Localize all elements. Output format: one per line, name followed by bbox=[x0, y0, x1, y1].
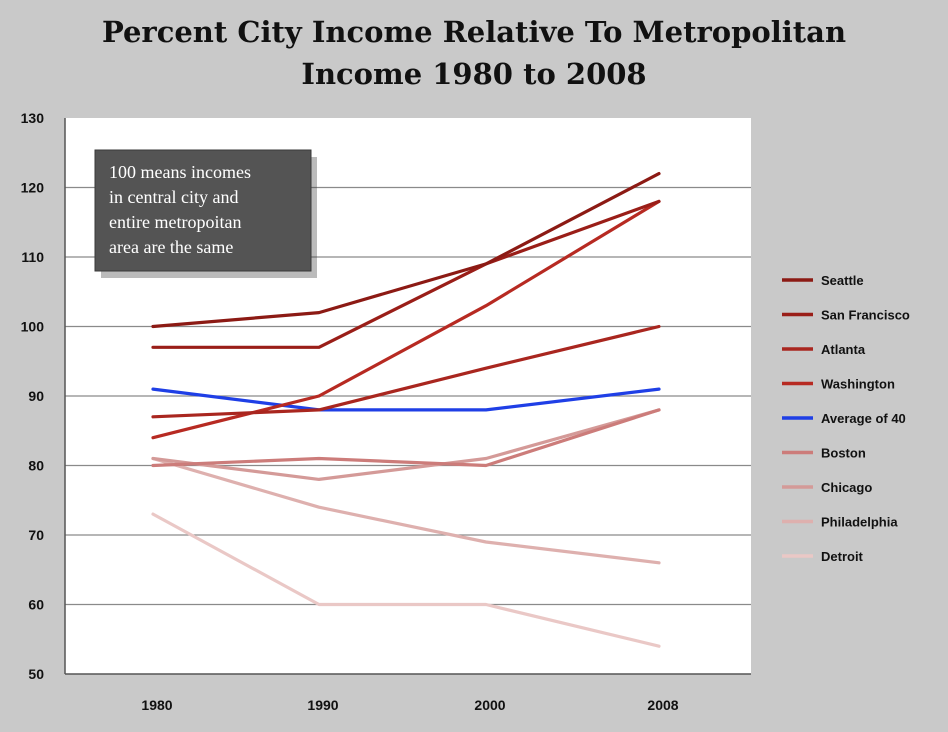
legend-label: San Francisco bbox=[821, 308, 910, 323]
legend: Seattle San Francisco Atlanta Washington Ave… bbox=[782, 273, 910, 564]
legend-label: Washington bbox=[821, 377, 895, 392]
y-tick-label: 100 bbox=[21, 319, 45, 335]
series-line-boston bbox=[151, 408, 661, 468]
legend-label: Philadelphia bbox=[821, 515, 898, 530]
series-lines bbox=[151, 172, 661, 648]
series-line-detroit bbox=[151, 512, 661, 648]
y-tick-label: 120 bbox=[21, 180, 45, 196]
y-tick-label: 80 bbox=[28, 458, 44, 474]
x-tick-label: 2008 bbox=[647, 697, 678, 713]
y-tick-label: 70 bbox=[28, 527, 44, 543]
x-tick-label: 2000 bbox=[474, 697, 505, 713]
y-tick-labels: 50 60 70 80 90 100 110 120 130 bbox=[21, 110, 45, 682]
series-line-atlanta bbox=[151, 324, 661, 419]
y-tick-label: 110 bbox=[21, 249, 44, 265]
series-line-washington bbox=[151, 199, 661, 440]
series-line-chicago bbox=[151, 408, 661, 481]
annotation-line-1: 100 means incomes bbox=[109, 162, 251, 182]
series-line-san-francisco bbox=[151, 199, 661, 349]
legend-label: Chicago bbox=[821, 480, 872, 495]
series-line-seattle bbox=[151, 172, 661, 329]
annotation-line-4: area are the same bbox=[109, 237, 233, 257]
legend-label: Average of 40 bbox=[821, 411, 906, 426]
legend-label: Seattle bbox=[821, 273, 864, 288]
series-line-average-of-40 bbox=[151, 387, 661, 412]
series-line-philadelphia bbox=[151, 456, 661, 565]
legend-label: Detroit bbox=[821, 549, 864, 564]
x-tick-label: 1980 bbox=[141, 697, 172, 713]
x-tick-label: 1990 bbox=[307, 697, 338, 713]
annotation-line-2: in central city and bbox=[109, 187, 238, 207]
chart-title-line-2: Income 1980 to 2008 bbox=[301, 57, 646, 91]
legend-label: Atlanta bbox=[821, 342, 866, 357]
x-tick-labels: 1980 1990 2000 2008 bbox=[141, 697, 678, 713]
chart-title-line-1: Percent City Income Relative To Metropol… bbox=[102, 15, 846, 49]
axes bbox=[64, 118, 751, 675]
annotation-line-3: entire metropoitan bbox=[109, 212, 241, 232]
y-tick-label: 60 bbox=[28, 597, 44, 613]
annotation-box: 100 means incomes in central city and en… bbox=[94, 149, 317, 278]
y-tick-label: 50 bbox=[28, 666, 44, 682]
legend-label: Boston bbox=[821, 446, 866, 461]
y-tick-label: 90 bbox=[28, 388, 44, 404]
y-tick-label: 130 bbox=[21, 110, 45, 126]
